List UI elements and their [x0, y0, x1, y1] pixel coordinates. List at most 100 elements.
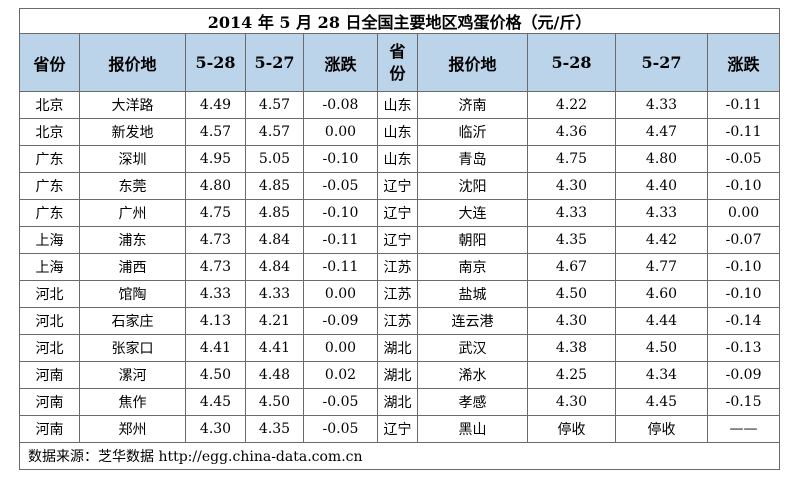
cell-location-2: 朝阳 [417, 226, 528, 254]
table-title: 2014 年 5 月 28 日全国主要地区鸡蛋价格（元/斤） [18, 8, 781, 34]
cell-location-2: 青岛 [417, 145, 528, 173]
cell-change-2: -0.09 [706, 361, 781, 389]
cell-price-0527-2: 4.42 [615, 226, 708, 254]
cell-price-0528: 4.95 [185, 145, 246, 173]
cell-price-0528-2: 4.38 [527, 334, 616, 362]
cell-change: -0.09 [303, 307, 378, 335]
cell-province: 河北 [19, 280, 80, 308]
cell-location-2: 临沂 [417, 118, 528, 146]
cell-province: 河北 [19, 307, 80, 335]
cell-change: -0.11 [303, 226, 378, 254]
header-price-0528-2: 5-28 [527, 33, 616, 92]
cell-price-0528: 4.57 [185, 118, 246, 146]
cell-location: 广州 [79, 199, 186, 227]
cell-price-0527: 4.84 [245, 226, 304, 254]
cell-change: -0.05 [303, 172, 378, 200]
cell-location-2: 盐城 [417, 280, 528, 308]
cell-price-0528-2: 停收 [527, 415, 616, 443]
cell-price-0528: 4.80 [185, 172, 246, 200]
header-location-2: 报价地 [417, 33, 528, 92]
cell-province-2: 辽宁 [377, 415, 418, 443]
price-table-sheet: 2014 年 5 月 28 日全国主要地区鸡蛋价格（元/斤） 省份 报价地 5-… [18, 8, 781, 476]
cell-price-0527-2: 4.40 [615, 172, 708, 200]
cell-price-0528-2: 4.25 [527, 361, 616, 389]
cell-change-2: 0.00 [706, 199, 781, 227]
cell-location: 馆陶 [79, 280, 186, 308]
cell-change-2: -0.13 [706, 334, 781, 362]
cell-location: 新发地 [79, 118, 186, 146]
cell-price-0527: 4.41 [245, 334, 304, 362]
cell-location: 漯河 [79, 361, 186, 389]
cell-price-0528: 4.41 [185, 334, 246, 362]
cell-price-0528: 4.45 [185, 388, 246, 416]
cell-price-0527: 4.48 [245, 361, 304, 389]
cell-change-2: -0.10 [706, 280, 781, 308]
cell-price-0528-2: 4.50 [527, 280, 616, 308]
header-change: 涨跌 [303, 33, 378, 92]
cell-price-0527: 4.33 [245, 280, 304, 308]
table-row: 广东 深圳 4.95 5.05 -0.10 山东 青岛 4.75 4.80 -0.05 [19, 145, 781, 173]
cell-province-2: 湖北 [377, 388, 418, 416]
cell-change: -0.05 [303, 415, 378, 443]
cell-price-0528: 4.49 [185, 91, 246, 119]
cell-location-2: 大连 [417, 199, 528, 227]
cell-province-2: 江苏 [377, 307, 418, 335]
cell-price-0528: 4.73 [185, 253, 246, 281]
cell-location: 石家庄 [79, 307, 186, 335]
cell-price-0527: 4.57 [245, 118, 304, 146]
table-row: 河南 焦作 4.45 4.50 -0.05 湖北 孝感 4.30 4.45 -0.15 [19, 388, 781, 416]
table-row: 北京 大洋路 4.49 4.57 -0.08 山东 济南 4.22 4.33 -0.11 [19, 91, 781, 119]
cell-province-2: 山东 [377, 118, 418, 146]
cell-price-0527-2: 4.60 [615, 280, 708, 308]
cell-price-0528: 4.50 [185, 361, 246, 389]
cell-price-0528-2: 4.30 [527, 388, 616, 416]
cell-location-2: 南京 [417, 253, 528, 281]
cell-price-0528-2: 4.33 [527, 199, 616, 227]
cell-price-0528-2: 4.30 [527, 307, 616, 335]
cell-change: -0.10 [303, 145, 378, 173]
cell-price-0528: 4.33 [185, 280, 246, 308]
cell-price-0527: 4.21 [245, 307, 304, 335]
cell-change: 0.00 [303, 118, 378, 146]
cell-price-0527-2: 4.34 [615, 361, 708, 389]
table-row: 河南 郑州 4.30 4.35 -0.05 辽宁 黑山 停收 停收 —— [19, 415, 781, 443]
cell-price-0528-2: 4.67 [527, 253, 616, 281]
cell-change-2: -0.10 [706, 172, 781, 200]
cell-change-2: -0.11 [706, 91, 781, 119]
cell-location: 浦东 [79, 226, 186, 254]
header-province-2: 省份 [377, 33, 418, 92]
cell-province: 北京 [19, 118, 80, 146]
cell-location: 郑州 [79, 415, 186, 443]
cell-province-2: 江苏 [377, 253, 418, 281]
cell-province: 北京 [19, 91, 80, 119]
cell-change-2: -0.10 [706, 253, 781, 281]
cell-price-0527: 4.84 [245, 253, 304, 281]
cell-location: 张家口 [79, 334, 186, 362]
cell-province-2: 湖北 [377, 361, 418, 389]
cell-price-0527: 4.85 [245, 199, 304, 227]
cell-price-0527-2: 4.33 [615, 91, 708, 119]
cell-price-0527: 5.05 [245, 145, 304, 173]
data-source-note: 数据来源：芝华数据 http://egg.china-data.com.cn [18, 442, 781, 470]
table-row: 广东 广州 4.75 4.85 -0.10 辽宁 大连 4.33 4.33 0.00 [19, 199, 781, 227]
cell-price-0527: 4.35 [245, 415, 304, 443]
cell-price-0527: 4.85 [245, 172, 304, 200]
cell-change-2: -0.15 [706, 388, 781, 416]
cell-change-2: -0.14 [706, 307, 781, 335]
cell-change: 0.00 [303, 280, 378, 308]
cell-province-2: 辽宁 [377, 199, 418, 227]
table-row: 河北 馆陶 4.33 4.33 0.00 江苏 盐城 4.50 4.60 -0.10 [19, 280, 781, 308]
cell-location: 东莞 [79, 172, 186, 200]
cell-location: 浦西 [79, 253, 186, 281]
cell-change-2: -0.07 [706, 226, 781, 254]
header-price-0528: 5-28 [185, 33, 246, 92]
source-row: 数据来源：芝华数据 http://egg.china-data.com.cn [18, 442, 781, 470]
cell-price-0527: 4.50 [245, 388, 304, 416]
cell-price-0527-2: 4.44 [615, 307, 708, 335]
cell-location: 焦作 [79, 388, 186, 416]
cell-change-2: -0.05 [706, 145, 781, 173]
table-row: 广东 东莞 4.80 4.85 -0.05 辽宁 沈阳 4.30 4.40 -0.10 [19, 172, 781, 200]
cell-location-2: 沈阳 [417, 172, 528, 200]
cell-price-0527-2: 4.80 [615, 145, 708, 173]
header-row: 省份 报价地 5-28 5-27 涨跌 省份 报价地 5-28 5-27 涨跌 [19, 33, 781, 92]
